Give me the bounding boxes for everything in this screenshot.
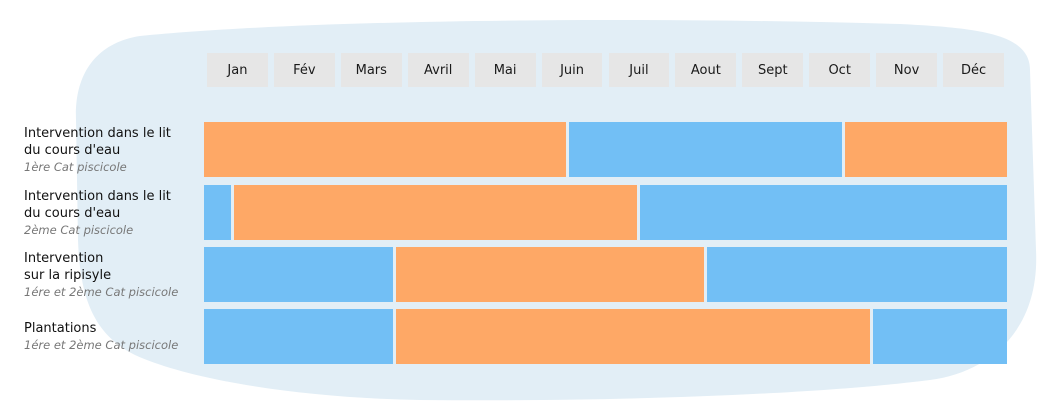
row-label-line: du cours d'eau bbox=[24, 205, 121, 221]
row-sublabel: 2ème Cat piscicole bbox=[24, 222, 134, 237]
month-header-1: Jan bbox=[207, 53, 268, 87]
month-header-3: Mars bbox=[340, 53, 402, 87]
row-sublabel: 1ére et 2ème Cat piscicole bbox=[24, 338, 179, 352]
month-header-12: Déc bbox=[943, 53, 1004, 87]
row-label-line: du cours d'eau bbox=[24, 142, 121, 158]
row-label-line: Plantations bbox=[24, 321, 97, 336]
row-label-4: Plantations 1ére et 2ème Cat piscicole bbox=[24, 320, 204, 353]
period-bar-blue bbox=[707, 247, 1007, 302]
row-label-line: Intervention dans le lit bbox=[24, 125, 171, 141]
period-bar-orange bbox=[396, 309, 871, 364]
row-label-2: Intervention dans le lit du cours d'eau 2è… bbox=[24, 188, 204, 238]
row-label-line: Intervention dans le lit bbox=[24, 188, 171, 204]
month-header-8: Aout bbox=[675, 53, 737, 87]
month-header-7: Juil bbox=[608, 53, 670, 87]
month-header-6: Juin bbox=[541, 53, 603, 87]
row-label-3: Intervention sur la ripisyle 1ére et 2ème … bbox=[24, 250, 204, 300]
period-bar-blue bbox=[873, 309, 1007, 364]
period-bar-orange bbox=[234, 185, 638, 240]
month-header-4: Avril bbox=[407, 53, 469, 87]
month-header-2: Fév bbox=[273, 53, 335, 87]
period-bar-orange bbox=[396, 247, 705, 302]
row-label-line: sur la ripisyle bbox=[24, 267, 112, 283]
row-sublabel: 1ère Cat piscicole bbox=[24, 159, 127, 174]
period-bar-orange bbox=[845, 122, 1007, 177]
row-label-1: Intervention dans le lit du cours d'eau 1è… bbox=[24, 125, 204, 175]
period-bar-blue bbox=[204, 247, 394, 302]
period-bar-blue bbox=[204, 309, 394, 364]
month-header-9: Sept bbox=[742, 53, 804, 87]
month-header-10: Oct bbox=[809, 53, 871, 87]
row-label-line: Intervention bbox=[24, 250, 104, 266]
month-header-11: Nov bbox=[876, 53, 938, 87]
period-bar-blue bbox=[204, 185, 232, 240]
period-bar-orange bbox=[204, 122, 566, 177]
month-header-5: Mai bbox=[474, 53, 536, 87]
row-sublabel: 1ére et 2ème Cat piscicole bbox=[24, 284, 179, 299]
period-bar-blue bbox=[568, 122, 843, 177]
period-bar-blue bbox=[640, 185, 1007, 240]
